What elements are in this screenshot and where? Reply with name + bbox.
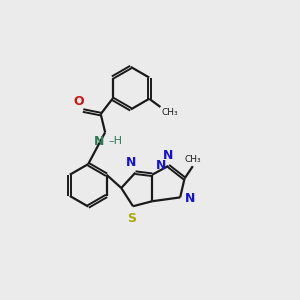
Text: N: N — [94, 135, 104, 148]
Text: S: S — [127, 212, 136, 224]
Text: CH₃: CH₃ — [162, 108, 178, 117]
Text: –H: –H — [109, 136, 123, 146]
Text: N: N — [156, 159, 167, 172]
Text: N: N — [184, 192, 195, 205]
Text: O: O — [73, 95, 84, 108]
Text: N: N — [163, 149, 173, 162]
Text: CH₃: CH₃ — [184, 155, 201, 164]
Text: N: N — [126, 155, 136, 169]
